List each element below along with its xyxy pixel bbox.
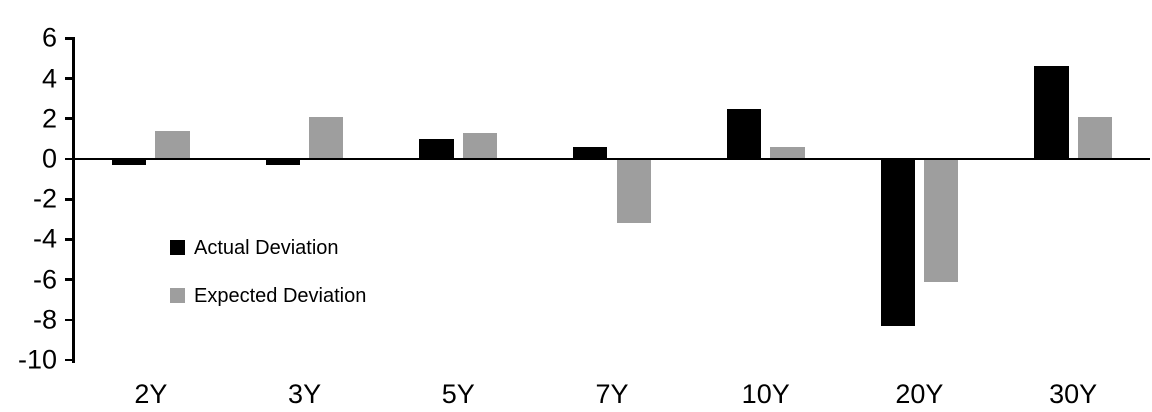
x-axis-label-30y: 30Y	[1049, 379, 1098, 409]
y-tick-label-2: 2	[41, 103, 57, 134]
bar-expected-deviation-20y	[923, 159, 959, 282]
bar-expected-deviation-2y	[155, 130, 190, 159]
bar-expected-deviation-7y	[616, 159, 651, 224]
bar-expected-deviation-30y	[1077, 116, 1113, 159]
x-axis-zero-line	[72, 157, 1150, 161]
y-tick-label-0: 0	[41, 143, 57, 174]
bar-expected-deviation-10y	[770, 146, 805, 159]
y-tick-label--2: -2	[32, 183, 57, 214]
y-tick-label--8: -8	[32, 304, 57, 335]
bar-actual-deviation-30y	[1034, 66, 1069, 159]
x-axis-label-20y: 20Y	[895, 379, 944, 409]
y-tick-6	[64, 36, 73, 40]
x-axis-label-3y: 3Y	[288, 379, 322, 409]
y-tick--10	[64, 358, 73, 362]
bar-actual-deviation-2y	[111, 159, 147, 166]
x-axis-label-2y: 2Y	[134, 379, 168, 409]
y-tick-label--6: -6	[32, 264, 57, 295]
legend-swatch-expected-deviation	[170, 288, 185, 303]
y-tick-label--4: -4	[32, 223, 57, 254]
y-tick--2	[64, 197, 73, 201]
bar-actual-deviation-20y	[880, 159, 915, 326]
legend-label-expected-deviation: Expected Deviation	[194, 284, 367, 307]
legend: Actual Deviation Expected Deviation	[170, 236, 367, 336]
y-tick-label-4: 4	[41, 63, 57, 94]
legend-swatch-actual-deviation	[170, 240, 185, 255]
y-tick--4	[64, 238, 73, 241]
bar-actual-deviation-3y	[265, 159, 301, 166]
bar-expected-deviation-5y	[462, 132, 498, 159]
y-tick-label-6: 6	[41, 22, 57, 53]
y-tick-label--10: -10	[17, 344, 57, 375]
legend-label-actual-deviation: Actual Deviation	[194, 236, 339, 259]
bar-expected-deviation-3y	[309, 116, 344, 159]
x-axis-label-5y: 5Y	[441, 379, 475, 409]
y-axis-line	[72, 37, 75, 363]
legend-item-actual-deviation: Actual Deviation	[170, 236, 366, 259]
x-axis-label-10y: 10Y	[741, 379, 790, 409]
x-axis-label-7y: 7Y	[595, 379, 629, 409]
y-tick-0	[64, 157, 73, 161]
y-tick--6	[64, 278, 73, 281]
bar-actual-deviation-5y	[419, 138, 454, 159]
y-tick-2	[64, 117, 73, 121]
bar-actual-deviation-7y	[573, 146, 608, 159]
y-tick-4	[64, 77, 73, 80]
y-tick--8	[64, 318, 73, 322]
legend-item-expected-deviation: Expected Deviation	[170, 284, 367, 307]
bar-actual-deviation-10y	[726, 108, 762, 159]
